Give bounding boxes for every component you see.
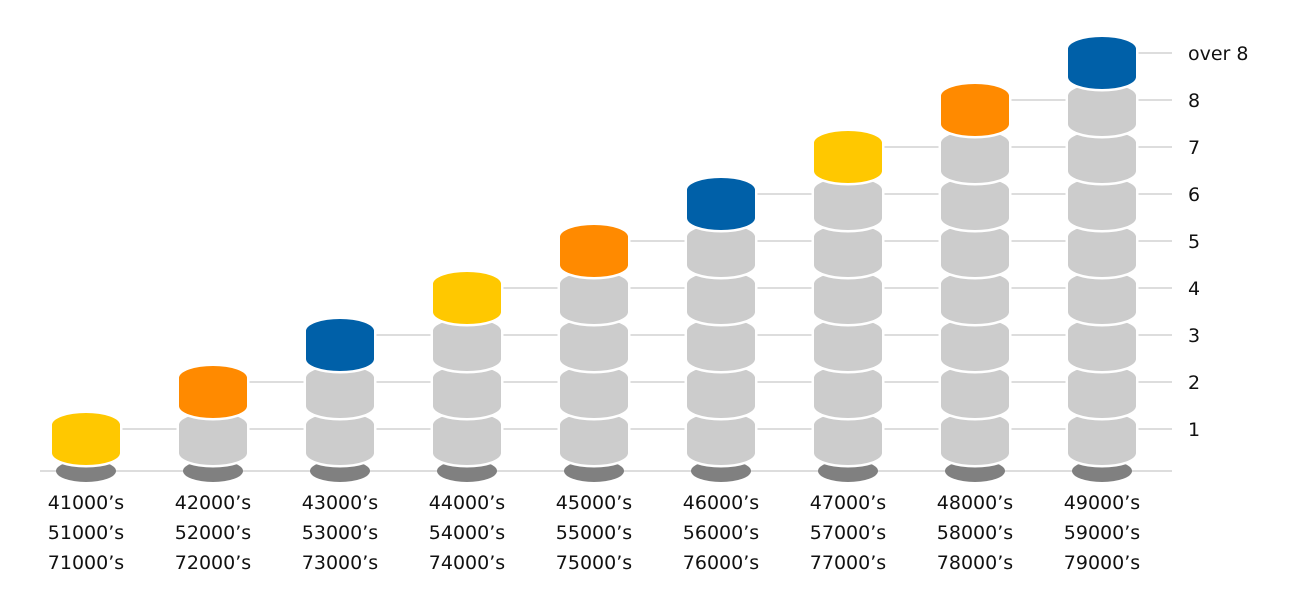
bar-segment xyxy=(1065,128,1139,186)
bar-segment xyxy=(430,410,504,468)
y-tick-label: 2 xyxy=(1188,372,1200,394)
x-category-label: 71000’s xyxy=(48,552,124,574)
bar-segment xyxy=(938,175,1012,233)
bar-top-segment xyxy=(557,222,631,280)
bar-segment xyxy=(938,363,1012,421)
x-category-label: 72000’s xyxy=(175,552,251,574)
bar-segment xyxy=(176,410,250,468)
bar-segment xyxy=(1065,222,1139,280)
bar-segment xyxy=(938,269,1012,327)
x-category-label: 58000’s xyxy=(937,522,1013,544)
bar-segment xyxy=(684,363,758,421)
x-category-label: 54000’s xyxy=(429,522,505,544)
x-category-label: 55000’s xyxy=(556,522,632,544)
x-category-label: 74000’s xyxy=(429,552,505,574)
bar-segment xyxy=(1065,410,1139,468)
bar-segment xyxy=(811,222,885,280)
bar-segment xyxy=(811,410,885,468)
bar-segment xyxy=(938,410,1012,468)
bar-segment xyxy=(684,269,758,327)
bar-segment xyxy=(938,222,1012,280)
x-category-label: 53000’s xyxy=(302,522,378,544)
bar-top-segment xyxy=(430,269,504,327)
bar-top-segment xyxy=(303,316,377,374)
x-category-label: 43000’s xyxy=(302,492,378,514)
y-tick-label: 4 xyxy=(1188,278,1200,300)
x-category-label: 44000’s xyxy=(429,492,505,514)
x-category-label: 59000’s xyxy=(1064,522,1140,544)
bar-segment xyxy=(1065,81,1139,139)
x-category-label: 57000’s xyxy=(810,522,886,544)
bar-top-segment xyxy=(811,128,885,186)
bar-segment xyxy=(303,363,377,421)
bar-top-segment xyxy=(176,363,250,421)
bar-segment xyxy=(557,410,631,468)
bar-segment xyxy=(1065,363,1139,421)
bar-segment xyxy=(557,316,631,374)
bar-segment xyxy=(1065,175,1139,233)
x-category-label: 77000’s xyxy=(810,552,886,574)
bar-top-segment xyxy=(49,410,123,468)
x-category-label: 79000’s xyxy=(1064,552,1140,574)
y-tick-label: 3 xyxy=(1188,325,1200,347)
bar-segment xyxy=(811,269,885,327)
x-category-label: 41000’s xyxy=(48,492,124,514)
bar-top-segment xyxy=(684,175,758,233)
bar-segment xyxy=(430,316,504,374)
bar-segment xyxy=(1065,316,1139,374)
x-category-label: 75000’s xyxy=(556,552,632,574)
x-category-label: 46000’s xyxy=(683,492,759,514)
x-category-label: 52000’s xyxy=(175,522,251,544)
x-category-label: 42000’s xyxy=(175,492,251,514)
x-category-label: 48000’s xyxy=(937,492,1013,514)
bar-segment xyxy=(1065,269,1139,327)
bar-top-segment xyxy=(938,81,1012,139)
bar-segment xyxy=(684,222,758,280)
bar-segment xyxy=(557,363,631,421)
y-tick-label: 1 xyxy=(1188,419,1200,441)
bar-segment xyxy=(811,175,885,233)
bar-segment xyxy=(684,410,758,468)
x-category-label: 51000’s xyxy=(48,522,124,544)
bar-segment xyxy=(557,269,631,327)
y-tick-label: over 8 xyxy=(1188,43,1249,65)
bar-segment xyxy=(430,363,504,421)
y-tick-label: 8 xyxy=(1188,90,1200,112)
bar-segment xyxy=(938,316,1012,374)
bar-segment xyxy=(303,410,377,468)
x-category-label: 73000’s xyxy=(302,552,378,574)
x-category-label: 47000’s xyxy=(810,492,886,514)
x-category-label: 49000’s xyxy=(1064,492,1140,514)
y-tick-label: 5 xyxy=(1188,231,1200,253)
y-tick-label: 7 xyxy=(1188,137,1200,159)
bar-segment xyxy=(684,316,758,374)
bar-segment xyxy=(938,128,1012,186)
bar-segment xyxy=(811,363,885,421)
x-category-label: 76000’s xyxy=(683,552,759,574)
x-category-label: 56000’s xyxy=(683,522,759,544)
x-category-label: 45000’s xyxy=(556,492,632,514)
bar-top-segment xyxy=(1065,34,1139,92)
bar-segment xyxy=(811,316,885,374)
x-category-label: 78000’s xyxy=(937,552,1013,574)
y-tick-label: 6 xyxy=(1188,184,1200,206)
